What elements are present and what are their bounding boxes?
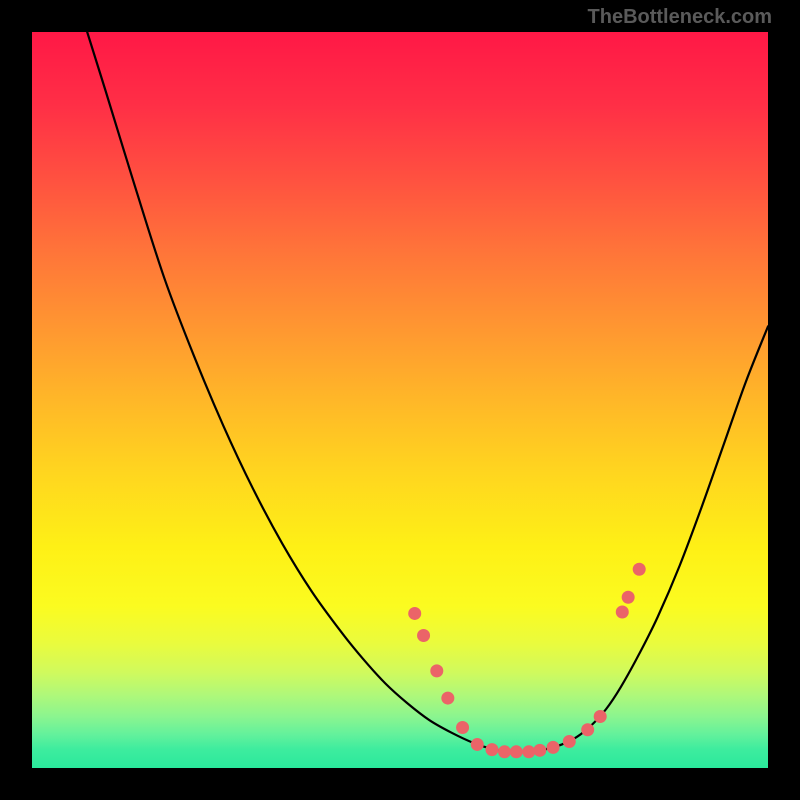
data-marker [441, 692, 454, 705]
data-marker [417, 629, 430, 642]
data-marker [563, 735, 576, 748]
chart-container: TheBottleneck.com [0, 0, 800, 800]
watermark-text: TheBottleneck.com [588, 6, 772, 29]
data-marker [408, 607, 421, 620]
chart-area [32, 32, 768, 768]
chart-background [32, 32, 768, 768]
data-marker [430, 664, 443, 677]
data-marker [581, 723, 594, 736]
data-marker [471, 738, 484, 751]
data-marker [522, 745, 535, 758]
data-marker [622, 591, 635, 604]
data-marker [616, 605, 629, 618]
data-marker [510, 745, 523, 758]
data-marker [547, 741, 560, 754]
chart-svg [32, 32, 768, 768]
data-marker [594, 710, 607, 723]
data-marker [498, 745, 511, 758]
data-marker [486, 743, 499, 756]
data-marker [533, 744, 546, 757]
data-marker [633, 563, 646, 576]
data-marker [456, 721, 469, 734]
